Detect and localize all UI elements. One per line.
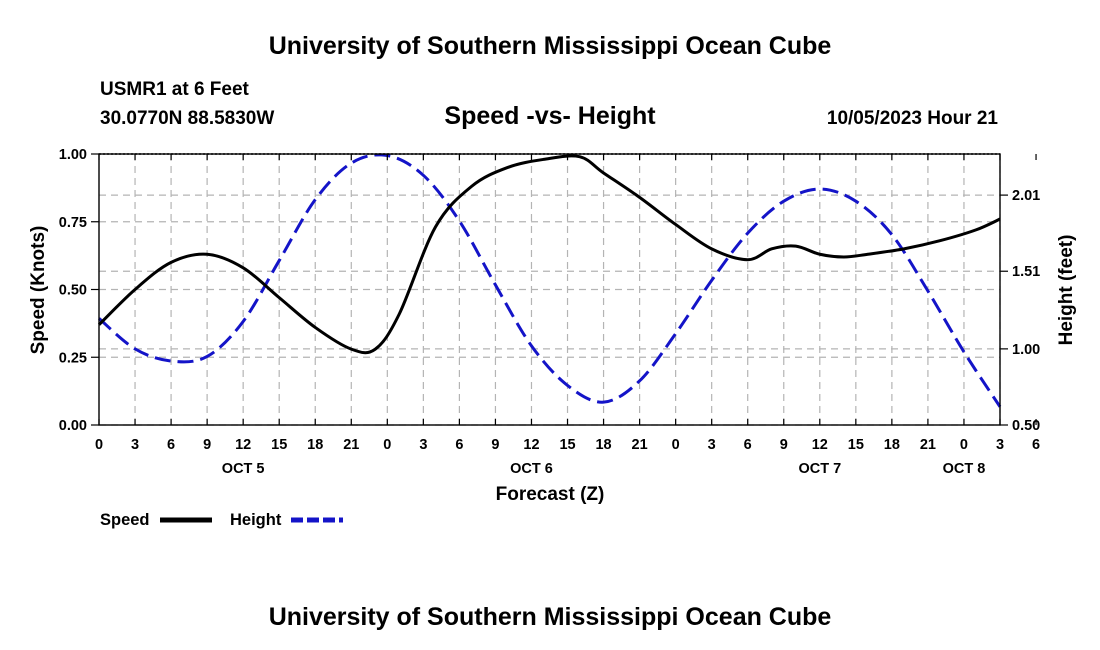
y-axis-right: 0.50 1.00 1.51 2.01 bbox=[1000, 188, 1040, 434]
page-title: University of Southern Mississippi Ocean… bbox=[269, 32, 832, 60]
date-label: OCT 6 bbox=[510, 461, 553, 477]
x-tick-label: 6 bbox=[744, 437, 752, 453]
x-tick-label: 0 bbox=[95, 437, 103, 453]
y-tick-label: 0.75 bbox=[59, 215, 87, 231]
x-tick-label: 18 bbox=[884, 437, 900, 453]
x-tick-label: 9 bbox=[491, 437, 499, 453]
x-tick-label: 15 bbox=[559, 437, 575, 453]
y-tick-label: 0.50 bbox=[59, 283, 87, 299]
date-label: OCT 5 bbox=[222, 461, 265, 477]
x-tick-label: 18 bbox=[307, 437, 323, 453]
y2-axis-label: Height (feet) bbox=[1056, 235, 1077, 346]
y-tick-label: 0.25 bbox=[59, 350, 87, 366]
series-layer bbox=[97, 153, 1002, 408]
y-tick-label: 0.00 bbox=[59, 418, 87, 434]
x-tick-label: 15 bbox=[271, 437, 287, 453]
x-tick-label: 15 bbox=[848, 437, 864, 453]
x-axis: 0 3 6 9 12 15 18 21 0 3 6 9 12 15 18 21 0 3 6 9 12 15 18 21 0 3 6 bbox=[95, 154, 1040, 453]
x-tick-label: 18 bbox=[595, 437, 611, 453]
footer-title: University of Southern Mississippi Ocean… bbox=[269, 603, 832, 631]
x-tick-label: 3 bbox=[996, 437, 1004, 453]
x-tick-label: 21 bbox=[343, 437, 359, 453]
x-tick-label: 3 bbox=[708, 437, 716, 453]
y-axis-left: 0.00 0.25 0.50 0.75 1.00 bbox=[59, 147, 99, 434]
x-tick-label: 6 bbox=[1032, 437, 1040, 453]
height-line bbox=[98, 153, 1002, 408]
x-tick-label: 3 bbox=[419, 437, 427, 453]
legend-speed-label: Speed bbox=[100, 511, 150, 529]
y-axis-label: Speed (Knots) bbox=[28, 226, 49, 355]
x-tick-label: 21 bbox=[632, 437, 648, 453]
y2-tick-label: 0.50 bbox=[1012, 418, 1040, 434]
x-tick-label: 12 bbox=[235, 437, 251, 453]
date-labels: OCT 5 OCT 6 OCT 7 OCT 8 bbox=[222, 461, 986, 477]
legend: Speed Height bbox=[100, 511, 343, 529]
x-tick-label: 9 bbox=[203, 437, 211, 453]
x-tick-label: 0 bbox=[960, 437, 968, 453]
y-tick-label: 1.00 bbox=[59, 147, 87, 163]
x-tick-label: 3 bbox=[131, 437, 139, 453]
chart-title: Speed -vs- Height bbox=[444, 102, 656, 130]
x-tick-label: 0 bbox=[672, 437, 680, 453]
x-tick-label: 6 bbox=[455, 437, 463, 453]
x-tick-label: 21 bbox=[920, 437, 936, 453]
station-label: USMR1 at 6 Feet bbox=[100, 79, 250, 100]
location-label: 30.0770N 88.5830W bbox=[100, 108, 274, 129]
x-tick-label: 9 bbox=[780, 437, 788, 453]
date-label: OCT 7 bbox=[798, 461, 841, 477]
date-label: OCT 8 bbox=[943, 461, 986, 477]
y2-tick-label: 1.00 bbox=[1012, 342, 1040, 358]
y2-tick-label: 1.51 bbox=[1012, 264, 1040, 280]
x-tick-label: 0 bbox=[383, 437, 391, 453]
timestamp-label: 10/05/2023 Hour 21 bbox=[827, 108, 999, 129]
x-tick-label: 12 bbox=[812, 437, 828, 453]
x-axis-label: Forecast (Z) bbox=[496, 484, 605, 505]
grid-lines bbox=[99, 154, 1001, 426]
x-tick-label: 6 bbox=[167, 437, 175, 453]
legend-height-label: Height bbox=[230, 511, 282, 529]
y2-tick-label: 2.01 bbox=[1012, 188, 1040, 204]
x-tick-label: 12 bbox=[523, 437, 539, 453]
speed-line bbox=[97, 154, 1001, 355]
